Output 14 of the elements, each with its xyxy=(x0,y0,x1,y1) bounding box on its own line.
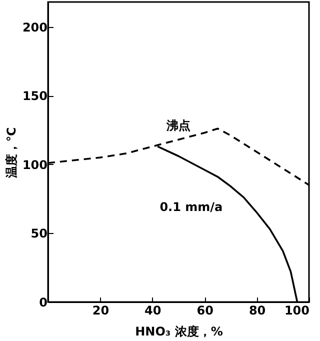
x-tick-label: 20 xyxy=(92,304,110,318)
y-tick-label: 50 xyxy=(30,226,48,241)
y-tick-label: 200 xyxy=(22,20,48,34)
x-axis-title: HNO₃ 浓度，% xyxy=(135,324,223,338)
y-tick-label: 0 xyxy=(39,296,48,310)
y-tick-label: 150 xyxy=(22,89,48,104)
y-tick-label: 100 xyxy=(22,158,48,172)
x-tick-label: 80 xyxy=(248,304,266,318)
x-tick-label: 40 xyxy=(144,304,162,318)
x-tick-label: 60 xyxy=(196,304,214,318)
series-label: 沸点 xyxy=(166,118,190,133)
series-label: 0.1 mm/a xyxy=(160,200,223,214)
y-axis-title: 温度，℃ xyxy=(4,127,18,179)
x-tick-label: 100 xyxy=(284,304,310,318)
